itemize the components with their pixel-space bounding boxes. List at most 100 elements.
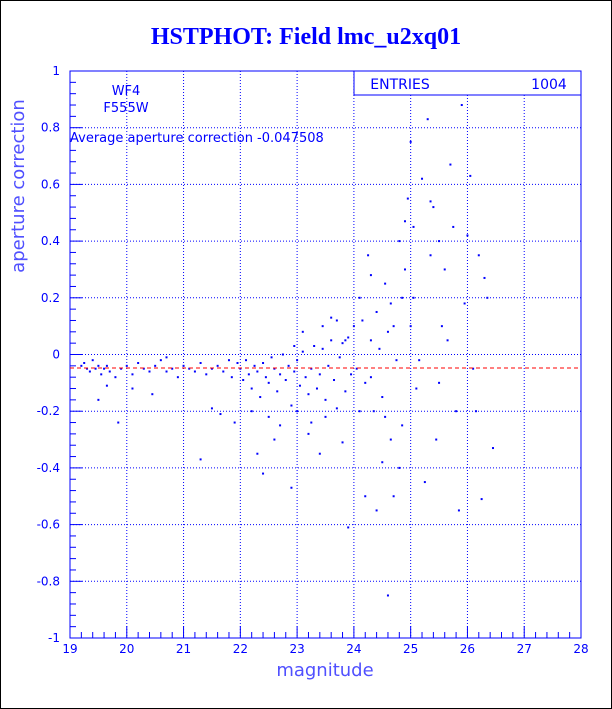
data-point — [395, 359, 398, 362]
data-point — [176, 376, 179, 379]
data-point — [188, 367, 191, 370]
data-point — [401, 296, 404, 299]
data-points — [80, 104, 494, 597]
data-point — [159, 359, 162, 362]
data-point — [142, 367, 145, 370]
y-tick-label: -0.2 — [37, 404, 60, 418]
data-point — [245, 359, 248, 362]
data-point — [438, 381, 441, 384]
chart-title: HSTPHOT: Field lmc_u2xq01 — [150, 24, 462, 50]
data-point — [279, 424, 282, 427]
data-point — [361, 319, 364, 322]
data-point — [117, 421, 120, 424]
data-point — [347, 336, 350, 339]
data-point — [304, 376, 307, 379]
data-point — [401, 424, 404, 427]
y-tick-label: -1 — [48, 631, 60, 645]
data-point — [463, 302, 466, 305]
data-point — [298, 384, 301, 387]
data-point — [432, 206, 435, 209]
data-point — [324, 415, 327, 418]
x-tick-label: 21 — [176, 642, 191, 656]
data-point — [259, 396, 262, 399]
stats-box: ENTRIES 1004 — [353, 70, 582, 96]
data-point — [230, 376, 233, 379]
data-point — [335, 319, 338, 322]
data-point — [262, 362, 265, 365]
data-point — [375, 310, 378, 313]
x-tick-label: 19 — [62, 642, 77, 656]
data-point — [279, 373, 282, 376]
data-point — [250, 410, 253, 413]
stats-label: ENTRIES — [370, 77, 430, 93]
data-point — [80, 364, 83, 367]
x-tick-label: 23 — [289, 642, 304, 656]
data-point — [409, 140, 412, 143]
data-point — [369, 274, 372, 277]
data-point — [210, 407, 213, 410]
data-point — [310, 421, 313, 424]
x-axis-label: magnitude — [276, 660, 373, 681]
y-axis-label: aperture correction — [8, 99, 29, 273]
data-point — [355, 367, 358, 370]
data-point — [438, 240, 441, 243]
data-point — [449, 163, 452, 166]
data-point — [392, 495, 395, 498]
tick-labels: 19 20 21 22 23 24 25 26 27 28 -1 -0.8 -0.6 -0.4 -0.2 0 0… — [37, 64, 589, 656]
y-tick-label: 0.6 — [41, 177, 60, 191]
data-point — [358, 296, 361, 299]
x-tick-label: 25 — [403, 642, 418, 656]
data-point — [253, 364, 256, 367]
y-tick-label: 1 — [52, 64, 60, 78]
axes — [69, 70, 582, 639]
data-point — [381, 461, 384, 464]
data-point — [452, 225, 455, 228]
data-point — [236, 362, 239, 365]
data-point — [480, 498, 483, 501]
data-point — [335, 407, 338, 410]
data-point — [97, 364, 100, 367]
data-point — [386, 330, 389, 333]
data-point — [327, 364, 330, 367]
data-point — [290, 486, 293, 489]
data-point — [455, 410, 458, 413]
data-point — [486, 296, 489, 299]
data-point — [477, 254, 480, 257]
data-point — [273, 438, 276, 441]
data-point — [171, 367, 174, 370]
data-point — [293, 344, 296, 347]
x-tick-label: 28 — [573, 642, 588, 656]
y-tick-label: -0.6 — [37, 518, 60, 532]
data-point — [372, 410, 375, 413]
data-point — [250, 387, 253, 390]
x-tick-label: 22 — [233, 642, 248, 656]
data-point — [210, 367, 213, 370]
data-point — [193, 370, 196, 373]
data-point — [131, 373, 134, 376]
data-point — [307, 432, 310, 435]
data-point — [429, 254, 432, 257]
x-tick-label: 20 — [119, 642, 134, 656]
data-point — [290, 404, 293, 407]
data-point — [318, 373, 321, 376]
data-point — [415, 387, 418, 390]
data-point — [421, 177, 424, 180]
data-point — [103, 367, 106, 370]
data-point — [105, 384, 108, 387]
data-point — [440, 325, 443, 328]
y-tick-label: 0.2 — [41, 291, 60, 305]
data-point — [273, 367, 276, 370]
data-point — [137, 362, 140, 365]
data-point — [131, 387, 134, 390]
data-point — [120, 367, 123, 370]
y-tick-label: -0.4 — [37, 461, 60, 475]
data-point — [347, 526, 350, 529]
data-point — [216, 364, 219, 367]
data-point — [426, 118, 429, 121]
data-point — [199, 362, 202, 365]
data-point — [386, 594, 389, 597]
data-point — [352, 325, 355, 328]
data-point — [398, 466, 401, 469]
data-point — [364, 381, 367, 384]
